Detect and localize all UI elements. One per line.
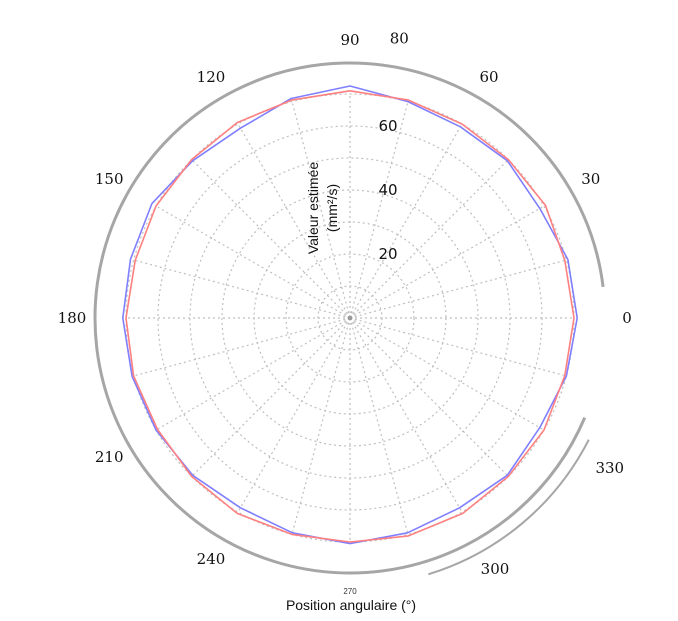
grid-spoke	[349, 317, 463, 512]
angle-label-80: 80	[390, 29, 409, 47]
grid-spoke	[191, 159, 351, 319]
angle-label-240: 240	[197, 550, 226, 568]
angle-label-180: 180	[58, 309, 87, 327]
center-point	[347, 315, 353, 321]
grid-spoke	[349, 317, 544, 431]
angle-label-330: 330	[595, 459, 624, 477]
angle-label-60: 60	[479, 68, 498, 86]
angle-label-90: 90	[340, 31, 359, 49]
grid-spoke	[349, 205, 544, 319]
grid-spoke	[134, 259, 351, 319]
grid-circle	[221, 189, 479, 447]
grid-spoke	[291, 317, 351, 534]
angle-label-300: 300	[481, 560, 510, 578]
radial-axis-title-line2: (mm²/s)	[324, 184, 340, 232]
angle-label-210: 210	[95, 448, 124, 466]
series-line-1	[122, 85, 578, 545]
grid-circle	[285, 253, 415, 383]
grid-spoke	[349, 317, 509, 477]
radial-label-60: 60	[378, 117, 397, 135]
angular-axis-title: Position angulaire (°)	[286, 597, 416, 613]
tick-labels: 0 30 60 80 90 120 150 180 210 240 270 300 330 20 40 60	[58, 29, 632, 596]
grid-spoke	[349, 317, 409, 534]
grid-spoke	[349, 259, 566, 319]
angle-label-120: 120	[197, 68, 226, 86]
grid-spoke	[349, 159, 509, 319]
angle-label-0: 0	[622, 309, 632, 327]
radial-label-40: 40	[378, 181, 397, 199]
grid-spoke	[349, 124, 463, 319]
outer-ring	[93, 61, 605, 576]
angle-label-30: 30	[581, 170, 600, 188]
grid-spoke	[237, 317, 351, 512]
outer-ring-arc	[93, 61, 605, 575]
angle-label-270: 270	[343, 587, 357, 596]
outer-ring-arc-offset	[428, 439, 590, 576]
radial-axis-title-line1: Valeur estimée	[305, 162, 321, 255]
polar-grid	[125, 93, 575, 543]
grid-spoke	[156, 205, 351, 319]
grid-spoke	[291, 102, 351, 319]
grid-spoke	[237, 124, 351, 319]
angle-label-150: 150	[95, 170, 124, 188]
radial-label-20: 20	[378, 245, 397, 263]
grid-spoke	[349, 102, 409, 319]
grid-spoke	[134, 317, 351, 377]
grid-spoke	[191, 317, 351, 477]
grid-spoke	[349, 317, 566, 377]
series-line-2	[125, 90, 575, 543]
data-series	[122, 85, 578, 545]
grid-spoke	[156, 317, 351, 431]
